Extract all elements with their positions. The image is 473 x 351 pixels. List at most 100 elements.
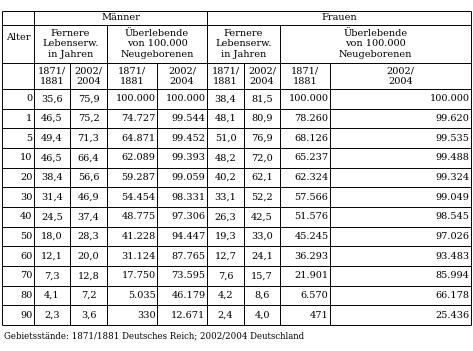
Text: 7,3: 7,3 [44,271,60,280]
Text: 59.287: 59.287 [122,173,156,182]
Text: 45.245: 45.245 [294,232,329,241]
Text: 46,5: 46,5 [41,153,63,162]
Text: 10: 10 [20,153,33,162]
Text: 12,8: 12,8 [78,271,99,280]
Text: 56,6: 56,6 [78,173,99,182]
Text: 1881: 1881 [213,77,238,86]
Text: 80,9: 80,9 [251,114,273,123]
Text: 26,3: 26,3 [215,212,236,221]
Text: 42,5: 42,5 [251,212,273,221]
Text: 97.026: 97.026 [436,232,470,241]
Text: 2,3: 2,3 [44,311,60,320]
Text: 35,6: 35,6 [41,94,63,103]
Text: 99.488: 99.488 [436,153,470,162]
Text: 40: 40 [20,212,33,221]
Text: 46,9: 46,9 [78,193,99,202]
Text: 1871/: 1871/ [211,66,239,75]
Text: 78.260: 78.260 [295,114,329,123]
Text: 2002/: 2002/ [75,66,103,75]
Text: 12.671: 12.671 [171,311,205,320]
Text: 100.000: 100.000 [166,94,205,103]
Text: 85.994: 85.994 [436,271,470,280]
Text: Alter: Alter [6,33,30,41]
Text: 74.727: 74.727 [121,114,156,123]
Text: 38,4: 38,4 [41,173,63,182]
Text: 2004: 2004 [170,77,194,86]
Text: 65.237: 65.237 [294,153,329,162]
Text: 30: 30 [20,193,33,202]
Text: 99.535: 99.535 [436,134,470,143]
Text: 12,7: 12,7 [215,252,236,261]
Text: 73.595: 73.595 [172,271,205,280]
Text: 46,5: 46,5 [41,114,63,123]
Text: 51.576: 51.576 [295,212,329,221]
Text: 18,0: 18,0 [41,232,63,241]
Text: Überlebende: Überlebende [343,29,408,38]
Text: 1: 1 [26,114,33,123]
Text: in Jahren: in Jahren [48,50,93,59]
Text: 50: 50 [20,232,33,241]
Text: 2004: 2004 [388,77,413,86]
Text: 4,0: 4,0 [254,311,270,320]
Text: 51,0: 51,0 [215,134,236,143]
Text: Neugeborenen: Neugeborenen [120,50,193,59]
Text: 2004: 2004 [76,77,101,86]
Text: 100.000: 100.000 [289,94,329,103]
Text: 99.544: 99.544 [172,114,205,123]
Text: 62.089: 62.089 [122,153,156,162]
Text: 24,1: 24,1 [251,252,273,261]
Text: 33,1: 33,1 [215,193,236,202]
Text: 100.000: 100.000 [429,94,470,103]
Text: 81,5: 81,5 [251,94,273,103]
Text: 1871/: 1871/ [38,66,66,75]
Text: 71,3: 71,3 [78,134,99,143]
Text: Fernere: Fernere [51,29,90,38]
Text: 99.059: 99.059 [172,173,205,182]
Text: 48,2: 48,2 [215,153,236,162]
Text: 471: 471 [310,311,329,320]
Text: 5: 5 [26,134,33,143]
Text: 17.750: 17.750 [122,271,156,280]
Text: 1881: 1881 [120,77,144,86]
Text: Neugeborenen: Neugeborenen [339,50,412,59]
Text: 12,1: 12,1 [41,252,63,261]
Text: 4,1: 4,1 [44,291,60,300]
Text: 80: 80 [20,291,33,300]
Text: 0: 0 [26,94,33,103]
Text: 8,6: 8,6 [254,291,270,300]
Text: 75,9: 75,9 [78,94,99,103]
Text: 3,6: 3,6 [81,311,96,320]
Text: 64.871: 64.871 [122,134,156,143]
Text: 66.178: 66.178 [436,291,470,300]
Text: 99.452: 99.452 [172,134,205,143]
Text: 2,4: 2,4 [218,311,233,320]
Text: 72,0: 72,0 [251,153,273,162]
Text: 41.228: 41.228 [121,232,156,241]
Text: Gebietsstände: 1871/1881 Deutsches Reich; 2002/2004 Deutschland: Gebietsstände: 1871/1881 Deutsches Reich… [4,331,304,340]
Text: 94.447: 94.447 [171,232,205,241]
Text: 93.483: 93.483 [435,252,470,261]
Text: Lebenserw.: Lebenserw. [42,40,99,48]
Text: Männer: Männer [101,13,140,22]
Text: 21.901: 21.901 [294,271,329,280]
Text: 70: 70 [20,271,33,280]
Text: 76,9: 76,9 [251,134,273,143]
Text: 330: 330 [137,311,156,320]
Text: 75,2: 75,2 [78,114,99,123]
Text: 48,1: 48,1 [215,114,236,123]
Text: 98.331: 98.331 [171,193,205,202]
Text: 1871/: 1871/ [118,66,146,75]
Text: 40,2: 40,2 [215,173,236,182]
Text: 48.775: 48.775 [122,212,156,221]
Text: 54.454: 54.454 [122,193,156,202]
Text: 7,6: 7,6 [218,271,233,280]
Text: 87.765: 87.765 [172,252,205,261]
Text: 90: 90 [20,311,33,320]
Text: 25.436: 25.436 [435,311,470,320]
Text: 15,7: 15,7 [251,271,273,280]
Text: 98.545: 98.545 [436,212,470,221]
Text: 7,2: 7,2 [81,291,96,300]
Text: 28,3: 28,3 [78,232,99,241]
Text: 57.566: 57.566 [295,193,329,202]
Text: 19,3: 19,3 [215,232,236,241]
